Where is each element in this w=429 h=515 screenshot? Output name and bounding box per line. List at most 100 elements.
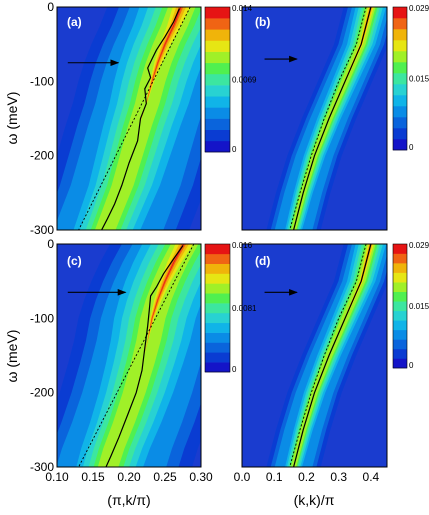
colorbar-segment: [205, 7, 230, 19]
colorbar-tick-label: 0.015: [409, 302, 429, 311]
panel-b-intensity: [266, 7, 387, 230]
colorbar-segment: [393, 244, 407, 254]
colorbar-tick-label: 0.0081: [232, 304, 257, 313]
colorbar-segment: [393, 106, 407, 118]
x-tick-labels: 0.10 0.15 0.20 0.25 0.30 0.0 0.1 0.2 0.3 0.4: [45, 470, 379, 484]
colorbar-segment: [393, 320, 407, 331]
colorbar-segment: [205, 118, 230, 130]
intensity-band: [94, 7, 196, 230]
colorbar-segment: [205, 263, 230, 274]
colorbar-segment: [393, 84, 407, 96]
colorbar-segment: [393, 329, 407, 340]
bare-dispersion-dashed-line: [78, 7, 191, 230]
colorbar-segment: [393, 95, 407, 107]
y-tick-label: 0: [47, 0, 54, 14]
colorbar-segment: [205, 362, 230, 373]
dispersion-solid-line: [101, 8, 180, 230]
y-tick-label: -100: [30, 74, 54, 88]
colorbar-segment: [205, 140, 230, 153]
colorbar-c: 0.016 0.0081 0: [204, 241, 257, 374]
colorbar-segment: [393, 139, 407, 151]
colorbar-segment: [205, 29, 230, 41]
colorbar-segment: [205, 51, 230, 64]
colorbar-segment: [205, 352, 230, 363]
x-tick-label: 0.25: [153, 470, 177, 484]
colorbar-frame: [392, 243, 408, 369]
colorbar-segment: [393, 263, 407, 273]
panel-d-lines: [289, 244, 372, 467]
panel-d-frame: [241, 243, 388, 468]
colorbar-frame: [204, 6, 231, 153]
colorbar-segment: [393, 253, 407, 264]
colorbar-tick-label: 0: [232, 145, 237, 154]
colorbar-tick-label: 0.029: [409, 4, 429, 13]
intensity-band: [291, 7, 376, 230]
colorbar-segment: [393, 282, 407, 292]
bare-dispersion-dashed-line: [289, 244, 367, 467]
dispersion-solid-line: [105, 245, 184, 467]
panel-a: (a): [56, 6, 202, 231]
y-axis-label-bottom: ω (meV): [4, 330, 20, 383]
panel-b-label: (b): [255, 15, 270, 29]
colorbar-frame: [204, 243, 231, 373]
panel-c-label: (c): [67, 254, 82, 268]
colorbar-segment: [393, 358, 407, 369]
colorbar-segment: [393, 348, 407, 359]
x-tick-label: 0.15: [81, 470, 105, 484]
colorbar-segment: [393, 128, 407, 140]
y-tick-label: -200: [30, 149, 54, 163]
panel-c: (c): [56, 243, 202, 468]
colorbar-segment: [393, 29, 407, 41]
colorbar-segment: [205, 85, 230, 97]
colorbar-segment: [205, 107, 230, 119]
colorbar-segment: [393, 272, 407, 283]
colorbar-segment: [205, 96, 230, 108]
colorbar-segment: [205, 62, 230, 75]
x-tick-label: 0.1: [266, 470, 283, 484]
bare-dispersion-dashed-line: [289, 7, 367, 230]
colorbar-segment: [205, 342, 230, 353]
dispersion-solid-line: [293, 7, 372, 230]
colorbar-tick-label: 0.016: [232, 241, 253, 250]
colorbar-segment: [393, 62, 407, 74]
x-tick-label: 0.3: [330, 470, 347, 484]
colorbar-segment: [205, 293, 230, 304]
colorbar-tick-label: 0: [409, 143, 414, 152]
colorbar-tick-label: 0.015: [409, 75, 429, 84]
x-axis-label-right: (k,k)/π: [294, 492, 335, 508]
colorbar-segment: [205, 244, 230, 255]
panel-b-lines: [289, 7, 372, 230]
colorbar-a: 0.014 0.0069 0: [204, 4, 257, 154]
y-tick-label: -200: [30, 386, 54, 400]
panel-d: (d): [241, 243, 388, 468]
colorbar-segment: [393, 310, 407, 321]
colorbar-b: 0.029 0.015 0: [392, 4, 429, 152]
x-tick-label: 0.10: [45, 470, 69, 484]
colorbar-segment: [393, 339, 407, 350]
colorbar-tick-label: 0.029: [409, 241, 429, 250]
panel-b: (b): [241, 6, 388, 231]
colorbar-segment: [393, 73, 407, 85]
y-tick-label: -300: [30, 460, 54, 474]
colorbar-segment: [393, 117, 407, 129]
x-tick-label: 0.30: [189, 470, 213, 484]
colorbar-segment: [393, 291, 407, 302]
x-tick-label: 0.2: [298, 470, 315, 484]
colorbar-segment: [205, 303, 230, 314]
colorbar-segment: [205, 73, 230, 86]
y-tick-label: -100: [30, 311, 54, 325]
bare-dispersion-dashed-line: [78, 244, 195, 467]
colorbar-frame: [392, 6, 408, 151]
y-axis-label-top: ω (meV): [4, 92, 20, 145]
x-tick-label: 0.0: [234, 470, 251, 484]
colorbar-segment: [205, 40, 230, 52]
dispersion-solid-line: [293, 244, 372, 467]
x-axis-label-left: (π,k/π): [107, 492, 150, 508]
colorbar-d: 0.029 0.015 0: [392, 241, 429, 370]
colorbar-segment: [393, 301, 407, 312]
x-tick-label: 0.20: [117, 470, 141, 484]
panel-a-label: (a): [67, 15, 82, 29]
panel-c-frame: [56, 243, 202, 468]
colorbar-segment: [205, 129, 230, 142]
